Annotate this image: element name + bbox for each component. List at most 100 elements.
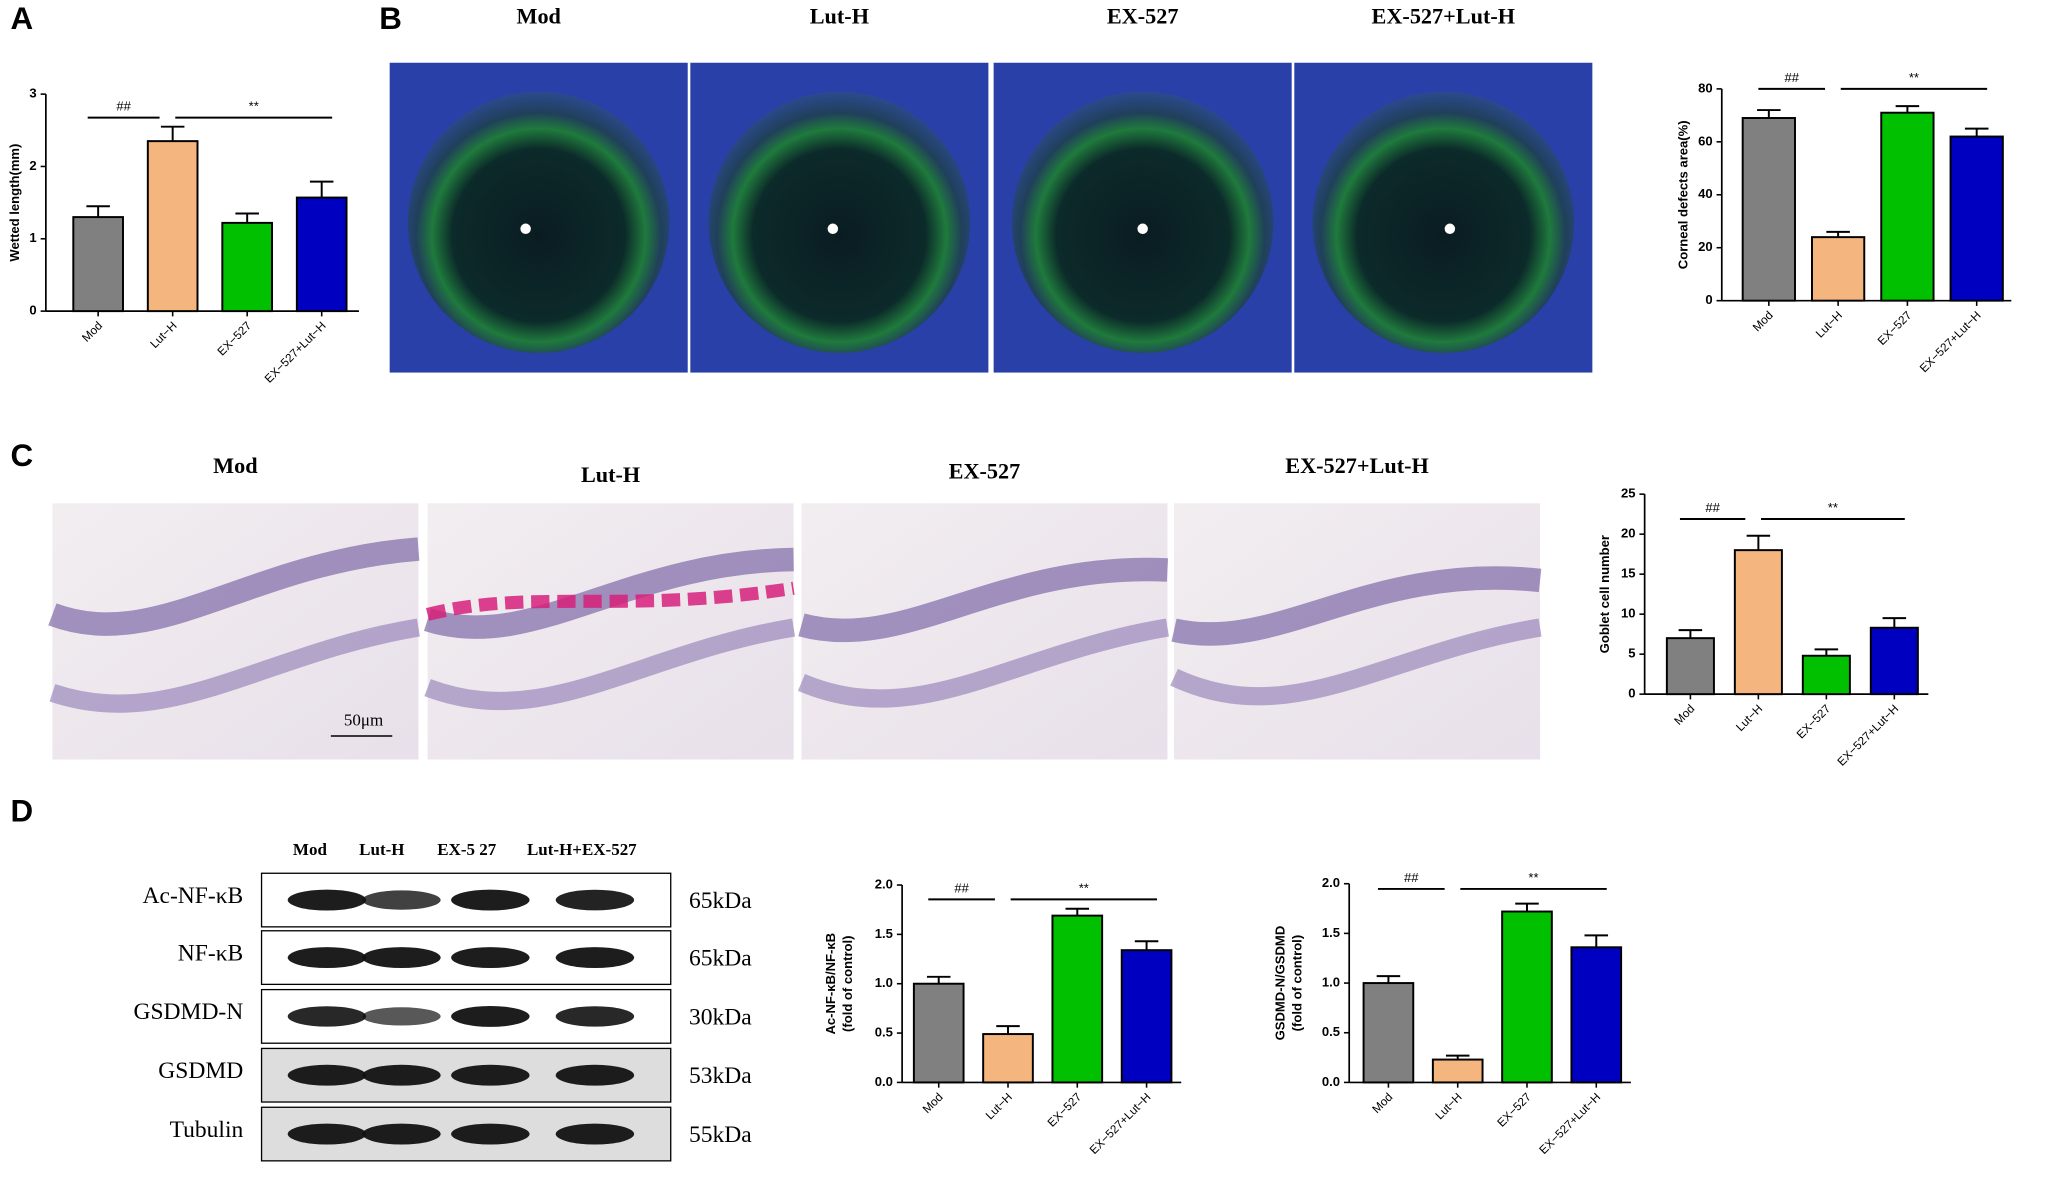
blot-size-label: 65kDa [689, 888, 752, 914]
scale-bar-label: 50μm [344, 711, 383, 730]
image-header: EX-527 [1107, 3, 1179, 28]
significance-label: ** [1909, 70, 1919, 85]
blot-band [287, 889, 367, 911]
blot-size-label: 65kDa [689, 946, 752, 972]
y-axis-label: Ac-NF-κB/NF-κB [823, 933, 838, 1035]
epithelium [48, 537, 420, 636]
y-tick-label: 0 [1705, 292, 1712, 307]
blot-band [362, 1007, 441, 1026]
x-tick-label: Lut−H [1734, 702, 1766, 734]
y-tick-label: 0.0 [1322, 1074, 1340, 1089]
image-header: Lut-H [581, 462, 640, 487]
blot-band [555, 1064, 635, 1086]
blot-band [451, 889, 530, 911]
eye-glint [1137, 223, 1148, 235]
blot-row-label: GSDMD-N [134, 999, 244, 1025]
blot-band [287, 1006, 367, 1027]
bar [1869, 626, 1919, 696]
significance-label: ## [1784, 70, 1799, 85]
y-axis-label: (fold of control) [840, 935, 855, 1032]
eye-glint [827, 223, 839, 235]
blot-size-label: 53kDa [689, 1063, 752, 1089]
bar [221, 221, 273, 313]
x-tick-label: Mod [1370, 1091, 1395, 1116]
epithelium [424, 618, 796, 711]
epithelium [49, 618, 420, 713]
y-axis-label: GSDMD-N/GSDMD [1273, 926, 1288, 1041]
x-tick-label: Mod [1672, 702, 1697, 727]
significance-label: ## [954, 880, 969, 895]
blot-band [451, 1064, 530, 1086]
x-tick-label: Lut−H [1813, 309, 1845, 341]
y-tick-label: 5 [1628, 646, 1635, 661]
y-tick-label: 1.5 [1322, 925, 1340, 940]
y-axis-label: Corneal defects area(%) [1675, 120, 1690, 269]
y-tick-label: 3 [29, 86, 36, 101]
y-tick-label: 0 [1628, 686, 1635, 701]
y-tick-label: 2.0 [875, 876, 893, 891]
y-axis-label: Wetted length(mm) [7, 144, 22, 262]
y-tick-label: 0.5 [875, 1025, 893, 1040]
bar [982, 1033, 1034, 1084]
significance-label: ** [1079, 880, 1089, 895]
image-header: Lut-H [810, 3, 869, 28]
y-tick-label: 25 [1621, 486, 1636, 501]
blot-band [555, 947, 635, 969]
eye-glint [1444, 223, 1456, 235]
epithelium [1171, 566, 1542, 646]
panel-label: B [379, 1, 402, 36]
y-tick-label: 10 [1621, 606, 1636, 621]
x-tick-label: Lut−H [1433, 1091, 1465, 1123]
x-tick-label: EX−527+Lut−H [1087, 1091, 1153, 1157]
x-tick-label: EX−527 [1875, 309, 1914, 348]
panel-label: D [11, 793, 34, 828]
lane-label: EX-5 27 [437, 840, 496, 859]
blot-band [451, 1005, 530, 1027]
x-tick-label: Mod [1750, 309, 1775, 334]
blot-band [451, 1123, 530, 1145]
eye-photo-eye [407, 91, 670, 353]
significance-label: ** [1828, 500, 1838, 515]
blot-row-label: Ac-NF-κB [143, 883, 244, 909]
y-tick-label: 0 [29, 303, 36, 318]
blot-band [362, 1064, 441, 1086]
x-tick-label: EX−527 [215, 319, 254, 358]
y-tick-label: 40 [1698, 186, 1713, 201]
x-tick-label: EX−527 [1495, 1091, 1534, 1130]
y-tick-label: 0.0 [875, 1074, 893, 1089]
bar [1501, 910, 1553, 1084]
image-header: EX-527+Lut-H [1372, 3, 1516, 28]
blot-band [287, 1123, 367, 1145]
bar [1741, 117, 1796, 302]
x-tick-label: EX−527 [1045, 1091, 1084, 1130]
image-header: EX-527+Lut-H [1285, 453, 1429, 478]
y-tick-label: 1 [29, 230, 36, 245]
lane-label: Lut-H [359, 840, 404, 859]
x-tick-label: EX−527+Lut−H [1917, 309, 1983, 375]
bar [295, 196, 348, 313]
epithelium [797, 618, 1170, 708]
significance-label: ## [116, 99, 131, 114]
bar [912, 982, 965, 1084]
eye-photo-eye [708, 91, 971, 353]
bar [1431, 1058, 1484, 1084]
blot-band [555, 889, 635, 911]
blot-row-label: Tubulin [170, 1117, 244, 1143]
y-tick-label: 1.0 [875, 975, 893, 990]
blot-row-label: NF-κB [178, 940, 243, 966]
blot-size-label: 55kDa [689, 1122, 752, 1148]
bar [1051, 914, 1104, 1084]
image-header: Mod [213, 453, 258, 478]
x-tick-label: Lut−H [983, 1091, 1015, 1123]
blot-band [287, 1064, 367, 1086]
bar [146, 140, 199, 313]
bar [1880, 111, 1935, 302]
eye-glint [520, 223, 531, 235]
y-tick-label: 1.0 [1322, 975, 1340, 990]
y-tick-label: 0.5 [1322, 1024, 1340, 1039]
epithelium [1170, 618, 1542, 706]
blot-row-label: GSDMD [158, 1058, 243, 1084]
y-tick-label: 1.5 [875, 926, 893, 941]
